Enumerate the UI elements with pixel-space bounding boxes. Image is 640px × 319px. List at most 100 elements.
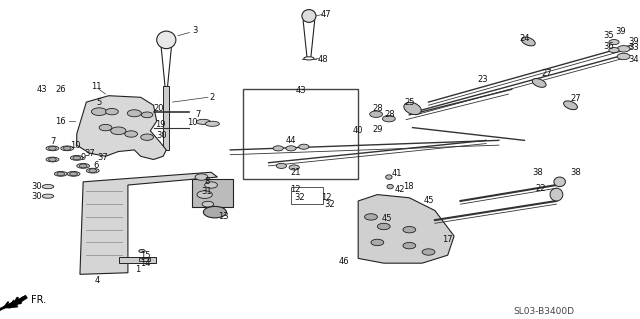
Ellipse shape [386,175,392,179]
Text: 17: 17 [442,235,453,244]
Circle shape [197,191,212,198]
Ellipse shape [67,171,80,176]
Text: 39: 39 [615,27,626,36]
Circle shape [365,214,378,220]
Ellipse shape [302,10,316,22]
Circle shape [111,127,126,135]
Text: 35: 35 [604,31,614,40]
Circle shape [125,131,138,137]
Circle shape [286,146,296,151]
Ellipse shape [304,57,314,60]
Text: 37: 37 [97,153,108,162]
Circle shape [70,172,77,176]
Circle shape [609,48,619,53]
Text: 33: 33 [628,43,639,52]
Ellipse shape [564,101,577,110]
Circle shape [273,146,284,151]
Text: 9: 9 [81,153,86,162]
Text: 22: 22 [535,184,546,193]
Text: 10: 10 [187,118,197,127]
Text: 7: 7 [51,137,56,146]
Ellipse shape [42,184,54,189]
Text: 27: 27 [541,69,552,78]
Ellipse shape [42,194,54,198]
Text: 28: 28 [385,110,396,119]
Ellipse shape [532,78,546,87]
Text: 27: 27 [570,94,581,103]
Text: 10: 10 [70,141,81,150]
Text: 44: 44 [286,136,296,145]
Ellipse shape [70,155,83,160]
Circle shape [92,108,107,115]
Polygon shape [80,172,218,274]
Circle shape [422,249,435,255]
Circle shape [79,164,87,168]
Ellipse shape [522,37,535,46]
Circle shape [403,226,416,233]
Ellipse shape [77,163,90,168]
Ellipse shape [387,184,394,189]
Text: 46: 46 [338,257,349,266]
Text: 30: 30 [156,131,166,140]
Text: 11: 11 [91,82,101,91]
Circle shape [73,156,81,160]
Circle shape [141,112,153,118]
Text: 38: 38 [532,168,543,177]
Text: 1: 1 [135,265,140,274]
Text: 13: 13 [218,212,229,221]
Text: 47: 47 [321,10,332,19]
Ellipse shape [54,171,67,176]
Ellipse shape [139,249,145,253]
Circle shape [383,115,396,122]
Text: 12: 12 [321,193,332,202]
Bar [119,257,156,263]
Ellipse shape [86,168,99,173]
Circle shape [127,110,141,117]
Polygon shape [269,155,298,164]
Text: 2: 2 [210,93,215,102]
Text: 25: 25 [404,98,415,107]
Circle shape [89,169,97,173]
Text: 40: 40 [353,126,364,135]
Circle shape [299,144,309,149]
Bar [243,89,358,179]
Circle shape [57,172,65,176]
Text: 6: 6 [93,161,99,170]
Ellipse shape [554,177,565,187]
Text: 34: 34 [628,55,639,63]
Circle shape [403,242,416,249]
Circle shape [617,46,630,52]
Ellipse shape [46,157,59,162]
Text: 3: 3 [193,26,198,35]
Text: FR.: FR. [31,295,46,305]
Circle shape [195,174,208,180]
Text: 7: 7 [196,110,201,119]
Text: 4: 4 [95,276,100,285]
Text: 24: 24 [519,34,530,43]
Circle shape [204,206,227,218]
Ellipse shape [46,146,59,151]
Circle shape [205,182,218,188]
Text: 42: 42 [394,185,405,194]
Text: 32: 32 [324,200,335,209]
Text: 30: 30 [32,192,42,201]
Text: 32: 32 [294,193,305,202]
Circle shape [617,53,630,60]
Text: 21: 21 [290,168,301,177]
Circle shape [378,223,390,230]
Text: 48: 48 [317,55,328,63]
Text: 19: 19 [155,120,165,129]
Text: 39: 39 [628,37,639,46]
Ellipse shape [404,102,421,115]
Bar [192,179,234,207]
Text: 26: 26 [56,85,66,94]
Text: 14: 14 [141,259,151,268]
Ellipse shape [205,121,220,126]
Text: 8: 8 [204,177,209,186]
Ellipse shape [157,31,176,48]
Circle shape [371,239,384,246]
Circle shape [289,165,300,170]
Ellipse shape [61,146,74,151]
Text: 20: 20 [154,104,164,113]
Text: 36: 36 [604,42,614,51]
